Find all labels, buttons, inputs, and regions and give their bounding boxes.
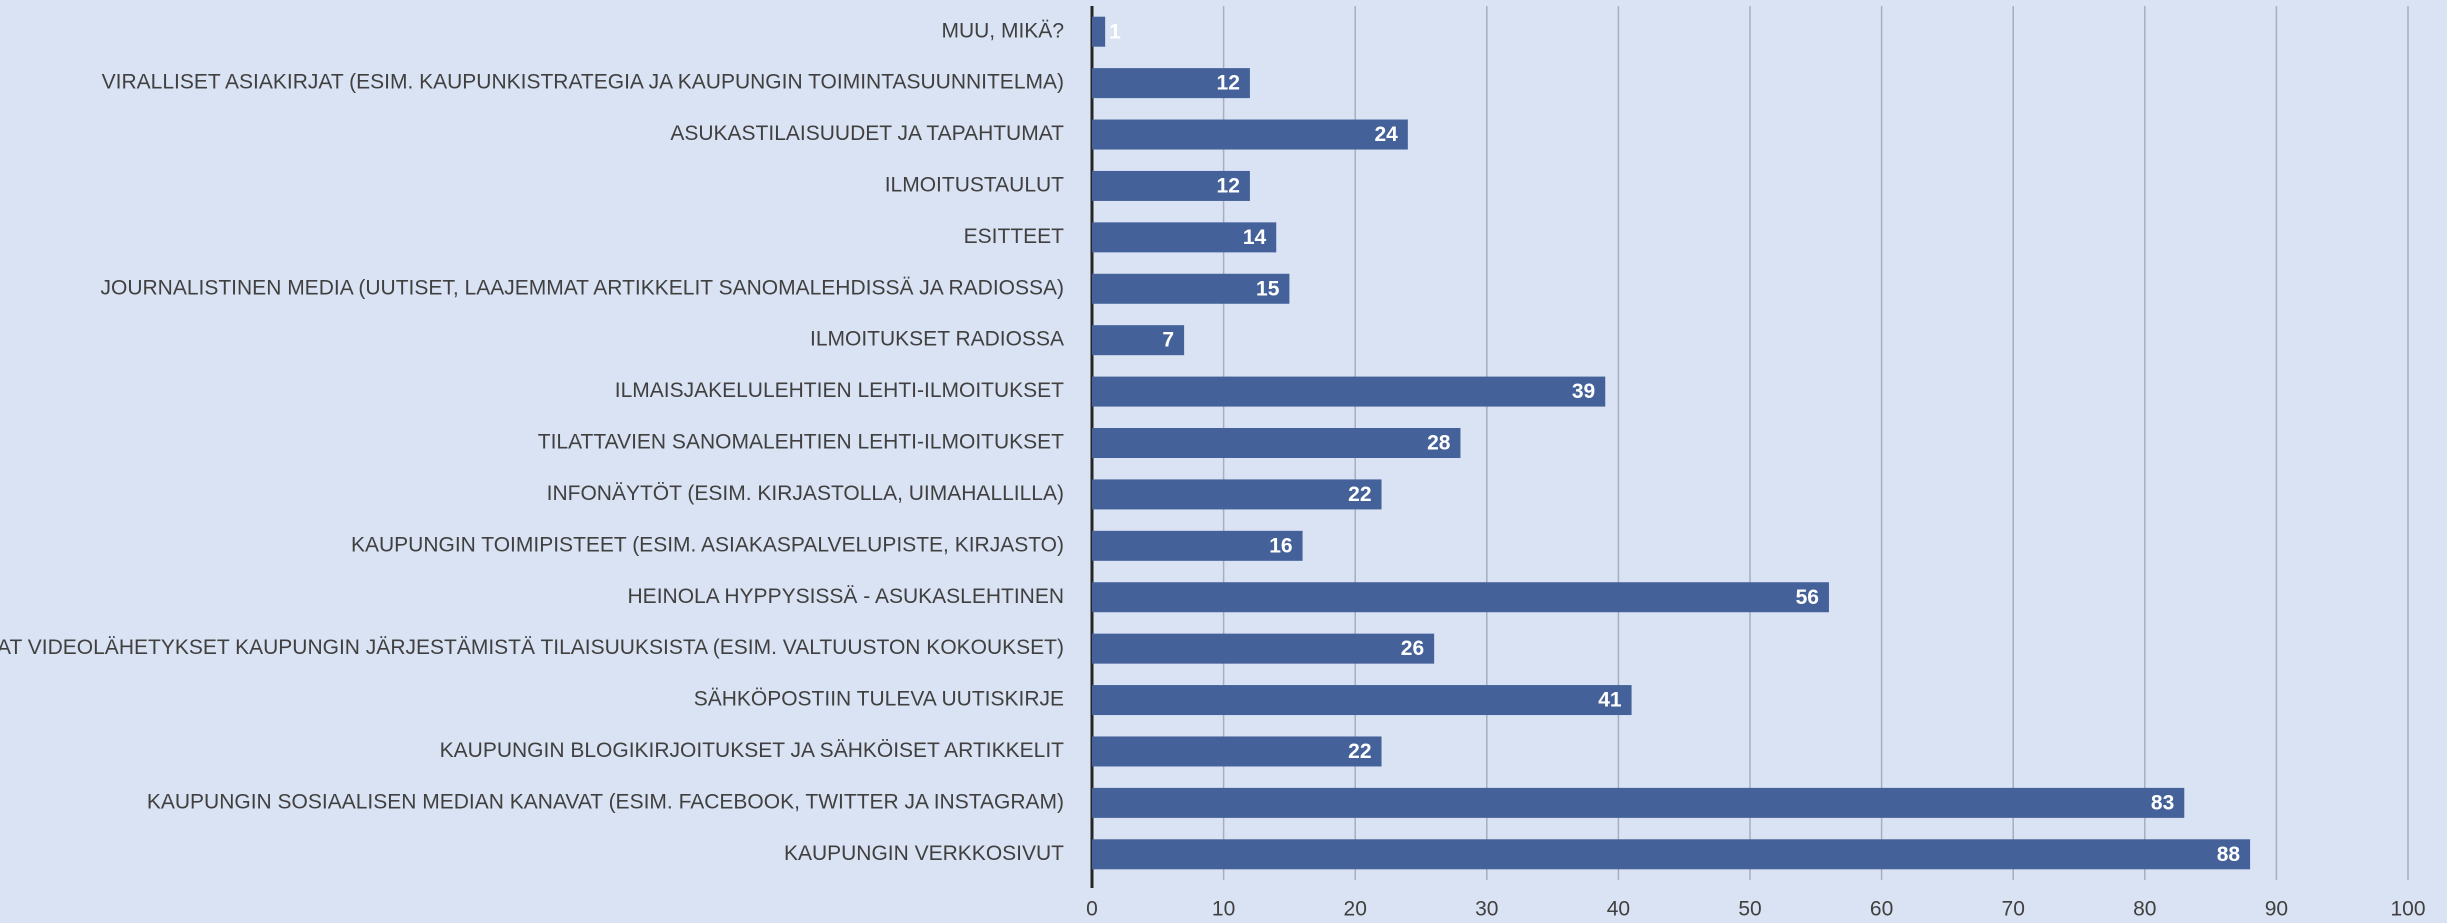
data-label: 39: [1572, 380, 1595, 403]
x-tick-label: 30: [1475, 898, 1498, 921]
x-tick-label: 50: [1738, 898, 1761, 921]
x-tick-label: 40: [1607, 898, 1630, 921]
y-tick-label: KAUPUNGIN SOSIAALISEN MEDIAN KANAVAT (ES…: [147, 790, 1064, 813]
bar: [1092, 428, 1461, 458]
data-label: 7: [1162, 329, 1174, 352]
y-tick-label: KAUPUNGIN BLOGIKIRJOITUKSET JA SÄHKÖISET…: [440, 739, 1065, 762]
bar: [1092, 685, 1632, 716]
y-tick-label: ILMOITUSTAULUT: [885, 173, 1064, 196]
bar: [1092, 633, 1435, 664]
bar: [1092, 222, 1277, 253]
x-tick-label: 20: [1344, 898, 1367, 921]
y-tick-label: SUORAT VIDEOLÄHETYKSET KAUPUNGIN JÄRJEST…: [0, 636, 1064, 659]
data-label: 12: [1217, 72, 1240, 95]
y-tick-label: SÄHKÖPOSTIIN TULEVA UUTISKIRJE: [694, 688, 1064, 711]
y-tick-label: VIRALLISET ASIAKIRJAT (ESIM. KAUPUNKISTR…: [102, 71, 1064, 94]
bar: [1092, 479, 1382, 510]
y-tick-label: TILATTAVIEN SANOMALEHTIEN LEHTI-ILMOITUK…: [538, 431, 1064, 454]
y-tick-label: KAUPUNGIN VERKKOSIVUT: [784, 842, 1064, 865]
x-tick-label: 100: [2390, 898, 2425, 921]
bar: [1092, 16, 1106, 47]
y-tick-label: ESITTEET: [964, 225, 1065, 248]
y-tick-label: MUU, MIKÄ?: [941, 19, 1064, 42]
x-tick-label: 0: [1086, 898, 1098, 921]
bar: [1092, 325, 1185, 356]
bar: [1092, 68, 1250, 99]
data-label: 88: [2217, 843, 2241, 866]
data-label: 26: [1401, 637, 1424, 660]
data-label: 24: [1374, 123, 1398, 146]
data-label: 22: [1348, 740, 1371, 763]
y-tick-label: JOURNALISTINEN MEDIA (UUTISET, LAAJEMMAT…: [101, 276, 1065, 299]
y-tick-label: INFONÄYTÖT (ESIM. KIRJASTOLLA, UIMAHALLI…: [547, 482, 1064, 505]
data-label: 41: [1598, 689, 1622, 712]
bar: [1092, 787, 2185, 818]
bar: [1092, 170, 1250, 201]
data-label: 16: [1269, 534, 1292, 557]
bar: [1092, 273, 1290, 304]
y-tick-label: ILMOITUKSET RADIOSSA: [810, 328, 1064, 351]
y-tick-label: KAUPUNGIN TOIMIPISTEET (ESIM. ASIAKASPAL…: [351, 533, 1064, 556]
x-tick-label: 80: [2133, 898, 2156, 921]
data-label: 28: [1427, 432, 1451, 455]
bar: [1092, 530, 1303, 561]
bar: [1092, 736, 1382, 767]
x-tick-label: 70: [2002, 898, 2025, 921]
x-tick-label: 10: [1212, 898, 1235, 921]
data-label: 56: [1796, 586, 1819, 609]
data-label: 22: [1348, 483, 1371, 506]
x-tick-label: 60: [1870, 898, 1893, 921]
bar: [1092, 376, 1606, 407]
data-label: 1: [1109, 20, 1121, 43]
y-tick-label: ILMAISJAKELULEHTIEN LEHTI-ILMOITUKSET: [615, 379, 1064, 402]
data-label: 12: [1217, 174, 1240, 197]
data-label: 15: [1256, 277, 1280, 300]
bar: [1092, 582, 1829, 613]
data-label: 83: [2151, 791, 2174, 814]
bar: [1092, 839, 2251, 870]
y-tick-label: HEINOLA HYPPYSISSÄ - ASUKASLEHTINEN: [628, 585, 1064, 608]
bar: [1092, 119, 1408, 150]
data-label: 14: [1243, 226, 1267, 249]
x-tick-label: 90: [2265, 898, 2288, 921]
y-tick-label: ASUKASTILAISUUDET JA TAPAHTUMAT: [670, 122, 1064, 145]
